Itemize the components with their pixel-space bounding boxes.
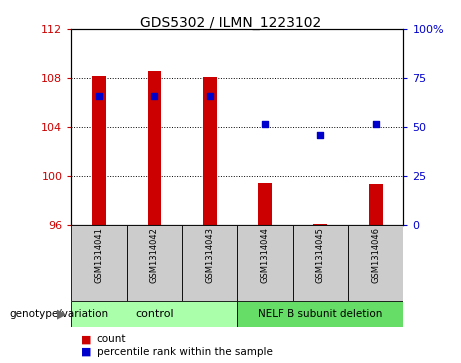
Text: ■: ■ [81, 347, 91, 357]
Text: ■: ■ [81, 334, 91, 344]
Text: percentile rank within the sample: percentile rank within the sample [97, 347, 273, 357]
Bar [258, 183, 272, 225]
Text: GDS5302 / ILMN_1223102: GDS5302 / ILMN_1223102 [140, 16, 321, 30]
Bar [313, 224, 327, 225]
Text: GSM1314042: GSM1314042 [150, 227, 159, 283]
Text: count: count [97, 334, 126, 344]
Bar [369, 184, 383, 225]
Bar [237, 225, 293, 301]
Bar [71, 225, 127, 301]
Text: NELF B subunit deletion: NELF B subunit deletion [258, 309, 383, 319]
Bar [127, 225, 182, 301]
Point [151, 93, 158, 99]
Text: ▶: ▶ [57, 307, 67, 321]
Bar [182, 225, 237, 301]
Text: GSM1314044: GSM1314044 [260, 227, 270, 283]
Text: control: control [135, 309, 174, 319]
Text: GSM1314043: GSM1314043 [205, 227, 214, 284]
Bar [348, 225, 403, 301]
Point [372, 121, 379, 127]
Bar [92, 76, 106, 225]
Point [261, 121, 269, 127]
Bar [148, 71, 161, 225]
Text: genotype/variation: genotype/variation [9, 309, 108, 319]
Text: GSM1314046: GSM1314046 [371, 227, 380, 284]
Point [206, 93, 213, 99]
Point [317, 132, 324, 138]
Bar [237, 301, 403, 327]
Bar [203, 77, 217, 225]
Bar [293, 225, 348, 301]
Point [95, 93, 103, 99]
Text: GSM1314045: GSM1314045 [316, 227, 325, 283]
Text: GSM1314041: GSM1314041 [95, 227, 104, 283]
Bar [71, 301, 237, 327]
